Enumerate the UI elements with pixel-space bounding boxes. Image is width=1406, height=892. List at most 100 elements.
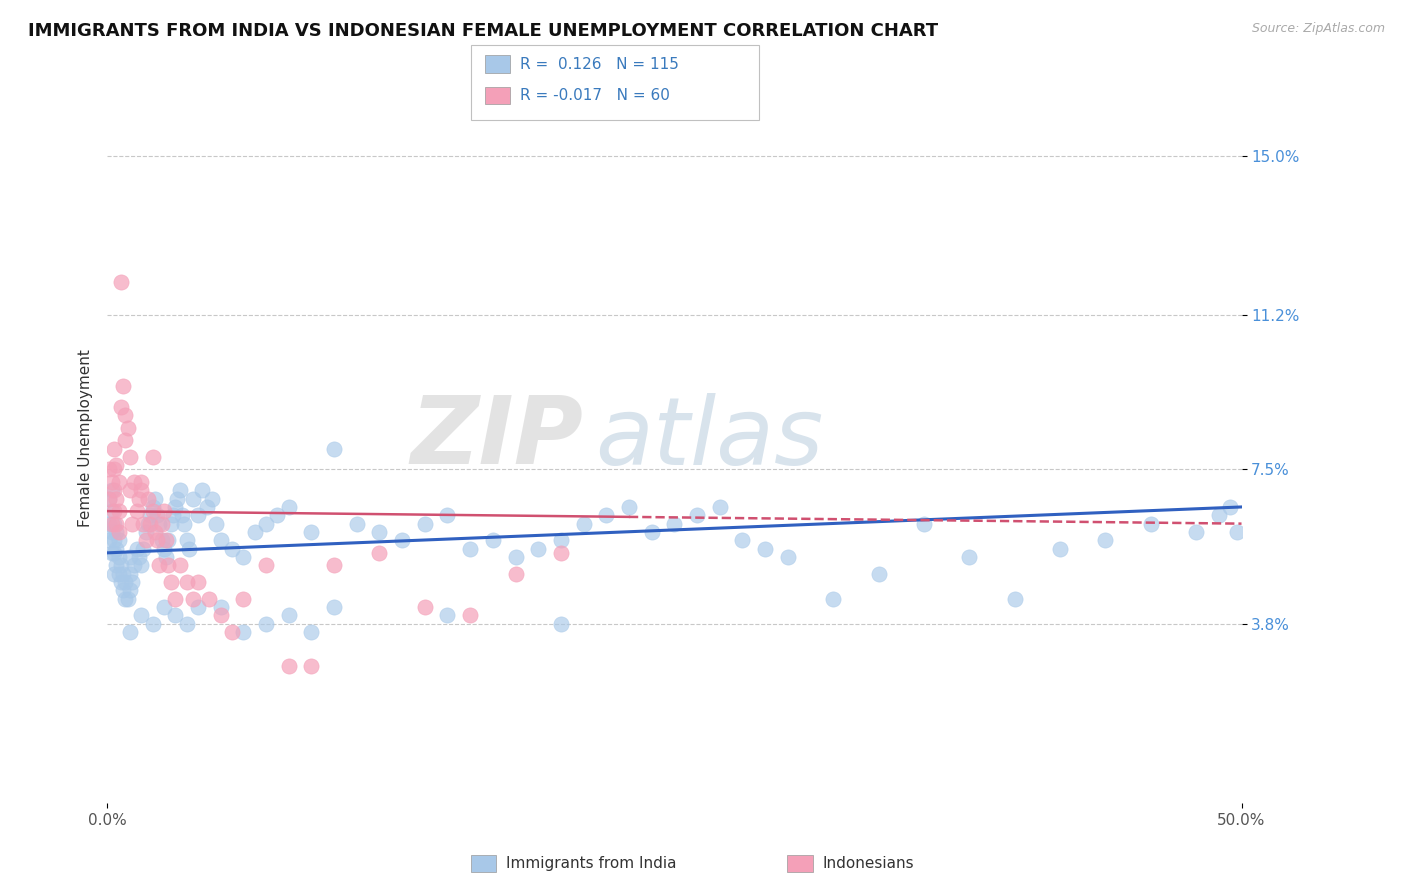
Text: IMMIGRANTS FROM INDIA VS INDONESIAN FEMALE UNEMPLOYMENT CORRELATION CHART: IMMIGRANTS FROM INDIA VS INDONESIAN FEMA… xyxy=(28,22,938,40)
Point xyxy=(118,483,141,498)
Point xyxy=(157,533,180,548)
Point xyxy=(103,546,125,560)
Point xyxy=(107,504,129,518)
Point xyxy=(1004,591,1026,606)
Point xyxy=(114,408,136,422)
Point xyxy=(103,566,125,581)
Text: ZIP: ZIP xyxy=(411,392,583,484)
Point xyxy=(458,608,481,623)
Point xyxy=(103,462,125,476)
Point xyxy=(98,533,121,548)
Point xyxy=(368,546,391,560)
Point xyxy=(617,500,640,514)
Point xyxy=(323,558,346,573)
Point xyxy=(141,616,163,631)
Point xyxy=(209,533,232,548)
Point xyxy=(121,575,143,590)
Point xyxy=(129,475,152,489)
Point xyxy=(150,533,173,548)
Point xyxy=(125,504,148,518)
Point xyxy=(731,533,754,548)
Point xyxy=(413,600,436,615)
Point xyxy=(103,483,125,498)
Point xyxy=(209,600,232,615)
Point xyxy=(391,533,413,548)
Point xyxy=(165,500,187,514)
Point xyxy=(105,558,128,573)
Point xyxy=(1226,524,1249,539)
Point xyxy=(100,483,122,498)
Point xyxy=(346,516,368,531)
Point xyxy=(266,508,288,523)
Text: R =  0.126   N = 115: R = 0.126 N = 115 xyxy=(520,57,679,71)
Point xyxy=(1219,500,1241,514)
Point xyxy=(136,516,159,531)
Point xyxy=(135,524,157,539)
Point xyxy=(165,608,187,623)
Point xyxy=(141,500,163,514)
Point xyxy=(912,516,935,531)
Point xyxy=(100,524,122,539)
Point xyxy=(139,508,162,523)
Point xyxy=(550,546,572,560)
Point xyxy=(664,516,686,531)
Point xyxy=(146,533,169,548)
Point xyxy=(198,591,221,606)
Point xyxy=(107,524,129,539)
Point xyxy=(114,433,136,447)
Point xyxy=(221,625,243,640)
Point xyxy=(1049,541,1071,556)
Point xyxy=(98,516,121,531)
Point xyxy=(173,516,195,531)
Point xyxy=(117,591,139,606)
Point xyxy=(112,566,135,581)
Point xyxy=(118,566,141,581)
Point xyxy=(100,516,122,531)
Point xyxy=(100,546,122,560)
Point xyxy=(169,483,191,498)
Point xyxy=(107,549,129,564)
Point xyxy=(957,549,980,564)
Point xyxy=(299,658,322,673)
Point xyxy=(107,475,129,489)
Point xyxy=(153,504,176,518)
Text: Source: ZipAtlas.com: Source: ZipAtlas.com xyxy=(1251,22,1385,36)
Point xyxy=(277,500,299,514)
Point xyxy=(153,541,176,556)
Point xyxy=(232,625,254,640)
Text: Immigrants from India: Immigrants from India xyxy=(506,856,676,871)
Point xyxy=(118,450,141,464)
Point xyxy=(550,616,572,631)
Point xyxy=(118,549,141,564)
Point xyxy=(125,541,148,556)
Point xyxy=(482,533,505,548)
Point xyxy=(640,524,662,539)
Point xyxy=(254,616,277,631)
Point xyxy=(162,508,184,523)
Point xyxy=(98,491,121,506)
Point xyxy=(254,516,277,531)
Point xyxy=(141,504,163,518)
Point xyxy=(159,575,181,590)
Point xyxy=(1094,533,1116,548)
Point xyxy=(159,516,181,531)
Point xyxy=(100,475,122,489)
Point xyxy=(1139,516,1161,531)
Point xyxy=(183,491,205,506)
Point xyxy=(146,508,169,523)
Point xyxy=(129,608,152,623)
Point xyxy=(299,524,322,539)
Text: R = -0.017   N = 60: R = -0.017 N = 60 xyxy=(520,88,671,103)
Point xyxy=(124,475,146,489)
Point xyxy=(100,504,122,518)
Point xyxy=(166,491,188,506)
Point xyxy=(176,533,198,548)
Point xyxy=(136,491,159,506)
Point xyxy=(187,508,209,523)
Point xyxy=(118,583,141,598)
Point xyxy=(121,516,143,531)
Point xyxy=(323,600,346,615)
Point xyxy=(176,616,198,631)
Point xyxy=(277,608,299,623)
Point xyxy=(105,541,128,556)
